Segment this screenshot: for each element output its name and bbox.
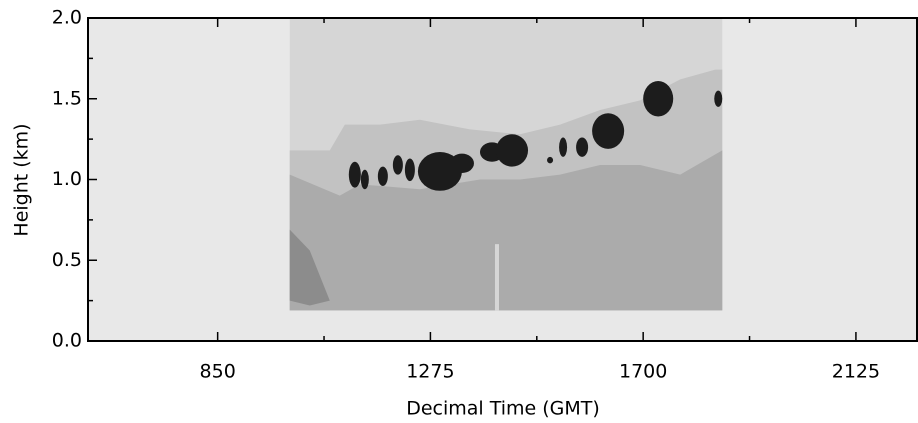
y-tick-label: 1.5 — [52, 87, 82, 109]
x-tick-label: 850 — [200, 361, 236, 383]
cloud-blob — [559, 137, 568, 157]
y-tick-label: 0.0 — [52, 330, 82, 352]
cloud-blob — [576, 137, 589, 157]
cloud-blob — [449, 153, 474, 174]
cloud-blob — [714, 90, 723, 107]
x-tick-label: 1275 — [406, 361, 454, 383]
cloud-blob — [360, 169, 369, 190]
y-tick-label: 2.0 — [52, 7, 82, 29]
cloud-blob — [392, 155, 403, 175]
cloud-blob — [377, 166, 388, 186]
cloud-blob — [495, 134, 529, 167]
contour-region — [289, 229, 330, 306]
y-tick-label: 1.0 — [52, 168, 82, 190]
x-tick-label: 1700 — [619, 361, 667, 383]
cloud-blob — [404, 158, 415, 182]
x-tick-label: 2125 — [832, 361, 880, 383]
y-axis-title: Height (km) — [11, 123, 33, 236]
cloud-blob — [348, 161, 361, 188]
y-tick-label: 0.5 — [52, 249, 82, 271]
x-axis-title: Decimal Time (GMT) — [406, 398, 600, 420]
contour-region — [494, 244, 499, 311]
cloud-blob — [592, 113, 625, 149]
contour-region — [289, 150, 723, 311]
cloud-blob — [547, 156, 554, 164]
cloud-blob — [643, 80, 674, 117]
